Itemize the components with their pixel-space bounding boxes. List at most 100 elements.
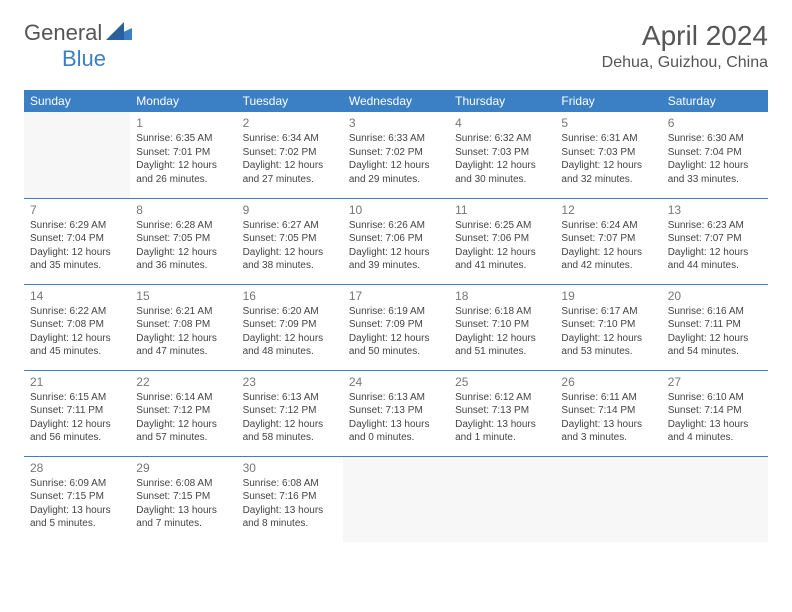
daylight-text: and 0 minutes. [349, 431, 443, 445]
day-number: 21 [30, 374, 124, 390]
calendar-cell: 2Sunrise: 6:34 AMSunset: 7:02 PMDaylight… [237, 112, 343, 198]
daylight-text: Daylight: 12 hours [561, 246, 655, 260]
daylight-text: Daylight: 12 hours [243, 159, 337, 173]
day-number: 13 [668, 202, 762, 218]
weekday-header-row: Sunday Monday Tuesday Wednesday Thursday… [24, 90, 768, 112]
day-number: 10 [349, 202, 443, 218]
daylight-text: and 4 minutes. [668, 431, 762, 445]
daylight-text: and 27 minutes. [243, 173, 337, 187]
sunset-text: Sunset: 7:14 PM [668, 404, 762, 418]
logo-text-blue: Blue [62, 46, 106, 71]
calendar-cell: 30Sunrise: 6:08 AMSunset: 7:16 PMDayligh… [237, 456, 343, 542]
sunrise-text: Sunrise: 6:13 AM [349, 391, 443, 405]
calendar-cell: 16Sunrise: 6:20 AMSunset: 7:09 PMDayligh… [237, 284, 343, 370]
sunset-text: Sunset: 7:08 PM [136, 318, 230, 332]
daylight-text: and 1 minute. [455, 431, 549, 445]
sunset-text: Sunset: 7:04 PM [30, 232, 124, 246]
calendar-cell [449, 456, 555, 542]
day-number: 7 [30, 202, 124, 218]
weekday-header: Wednesday [343, 90, 449, 112]
daylight-text: and 35 minutes. [30, 259, 124, 273]
sunrise-text: Sunrise: 6:14 AM [136, 391, 230, 405]
daylight-text: Daylight: 12 hours [30, 332, 124, 346]
daylight-text: Daylight: 12 hours [30, 418, 124, 432]
daylight-text: Daylight: 12 hours [30, 246, 124, 260]
day-number: 12 [561, 202, 655, 218]
daylight-text: and 5 minutes. [30, 517, 124, 531]
sunrise-text: Sunrise: 6:32 AM [455, 132, 549, 146]
daylight-text: and 41 minutes. [455, 259, 549, 273]
daylight-text: and 53 minutes. [561, 345, 655, 359]
daylight-text: Daylight: 12 hours [136, 159, 230, 173]
daylight-text: Daylight: 12 hours [561, 332, 655, 346]
day-number: 14 [30, 288, 124, 304]
day-number: 9 [243, 202, 337, 218]
sunrise-text: Sunrise: 6:21 AM [136, 305, 230, 319]
daylight-text: and 54 minutes. [668, 345, 762, 359]
calendar-row: 21Sunrise: 6:15 AMSunset: 7:11 PMDayligh… [24, 370, 768, 456]
sunset-text: Sunset: 7:05 PM [136, 232, 230, 246]
daylight-text: Daylight: 12 hours [668, 159, 762, 173]
sunrise-text: Sunrise: 6:35 AM [136, 132, 230, 146]
sunrise-text: Sunrise: 6:08 AM [243, 477, 337, 491]
daylight-text: and 39 minutes. [349, 259, 443, 273]
sunset-text: Sunset: 7:16 PM [243, 490, 337, 504]
location: Dehua, Guizhou, China [602, 54, 768, 72]
daylight-text: and 7 minutes. [136, 517, 230, 531]
daylight-text: and 44 minutes. [668, 259, 762, 273]
day-number: 18 [455, 288, 549, 304]
daylight-text: Daylight: 13 hours [243, 504, 337, 518]
calendar-row: 1Sunrise: 6:35 AMSunset: 7:01 PMDaylight… [24, 112, 768, 198]
calendar-cell: 25Sunrise: 6:12 AMSunset: 7:13 PMDayligh… [449, 370, 555, 456]
weekday-header: Sunday [24, 90, 130, 112]
logo-triangle-icon [106, 22, 132, 45]
daylight-text: Daylight: 12 hours [668, 246, 762, 260]
sunset-text: Sunset: 7:05 PM [243, 232, 337, 246]
weekday-header: Thursday [449, 90, 555, 112]
daylight-text: Daylight: 12 hours [136, 332, 230, 346]
daylight-text: and 50 minutes. [349, 345, 443, 359]
daylight-text: Daylight: 13 hours [561, 418, 655, 432]
daylight-text: and 51 minutes. [455, 345, 549, 359]
day-number: 23 [243, 374, 337, 390]
sunrise-text: Sunrise: 6:28 AM [136, 219, 230, 233]
calendar-cell [343, 456, 449, 542]
day-number: 5 [561, 115, 655, 131]
sunrise-text: Sunrise: 6:24 AM [561, 219, 655, 233]
calendar-cell: 23Sunrise: 6:13 AMSunset: 7:12 PMDayligh… [237, 370, 343, 456]
sunset-text: Sunset: 7:15 PM [30, 490, 124, 504]
daylight-text: Daylight: 12 hours [455, 246, 549, 260]
weekday-header: Tuesday [237, 90, 343, 112]
daylight-text: Daylight: 12 hours [136, 418, 230, 432]
calendar-cell: 27Sunrise: 6:10 AMSunset: 7:14 PMDayligh… [662, 370, 768, 456]
calendar-cell: 29Sunrise: 6:08 AMSunset: 7:15 PMDayligh… [130, 456, 236, 542]
calendar-cell: 1Sunrise: 6:35 AMSunset: 7:01 PMDaylight… [130, 112, 236, 198]
sunrise-text: Sunrise: 6:31 AM [561, 132, 655, 146]
daylight-text: Daylight: 12 hours [243, 418, 337, 432]
daylight-text: and 45 minutes. [30, 345, 124, 359]
daylight-text: and 3 minutes. [561, 431, 655, 445]
sunset-text: Sunset: 7:07 PM [561, 232, 655, 246]
daylight-text: Daylight: 12 hours [668, 332, 762, 346]
sunrise-text: Sunrise: 6:27 AM [243, 219, 337, 233]
daylight-text: Daylight: 12 hours [455, 332, 549, 346]
daylight-text: Daylight: 12 hours [243, 246, 337, 260]
calendar-row: 7Sunrise: 6:29 AMSunset: 7:04 PMDaylight… [24, 198, 768, 284]
calendar-cell: 28Sunrise: 6:09 AMSunset: 7:15 PMDayligh… [24, 456, 130, 542]
sunrise-text: Sunrise: 6:33 AM [349, 132, 443, 146]
daylight-text: Daylight: 12 hours [455, 159, 549, 173]
daylight-text: Daylight: 13 hours [30, 504, 124, 518]
logo-text-general: General [24, 20, 102, 46]
daylight-text: and 33 minutes. [668, 173, 762, 187]
calendar-cell: 17Sunrise: 6:19 AMSunset: 7:09 PMDayligh… [343, 284, 449, 370]
day-number: 3 [349, 115, 443, 131]
calendar-cell [555, 456, 661, 542]
sunrise-text: Sunrise: 6:22 AM [30, 305, 124, 319]
day-number: 25 [455, 374, 549, 390]
sunset-text: Sunset: 7:02 PM [243, 146, 337, 160]
sunset-text: Sunset: 7:15 PM [136, 490, 230, 504]
title-block: April 2024 Dehua, Guizhou, China [602, 20, 768, 72]
daylight-text: and 47 minutes. [136, 345, 230, 359]
daylight-text: Daylight: 12 hours [349, 246, 443, 260]
logo: General [24, 20, 134, 46]
